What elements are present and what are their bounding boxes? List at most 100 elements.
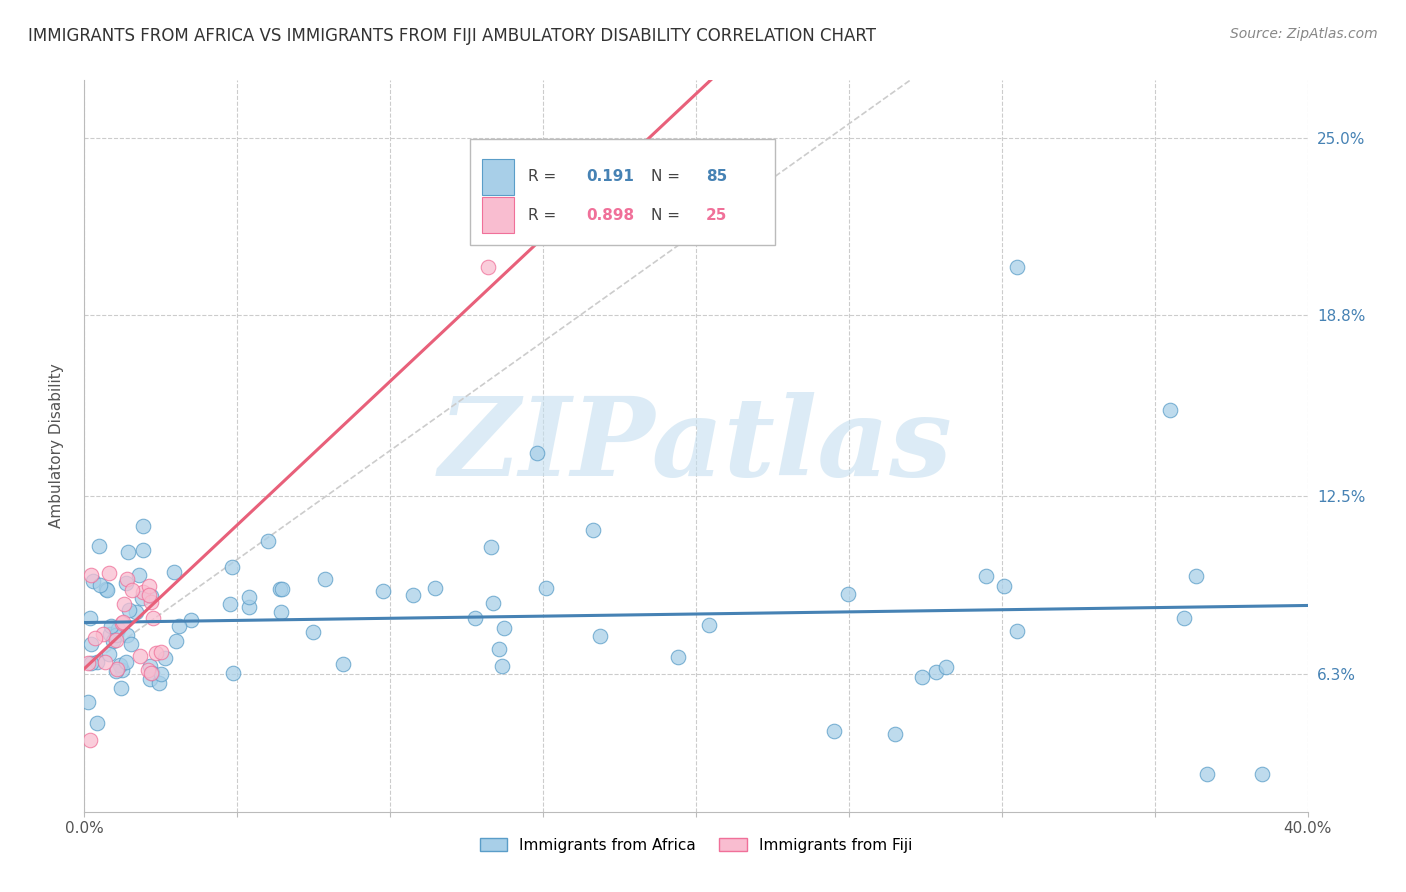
Point [105,661,128,675]
Point [79,656,101,670]
Point [98,626,121,640]
Point [87,539,110,553]
Point [491,659,513,673]
Point [423,581,446,595]
Point [150,666,173,681]
Point [165,634,187,648]
Point [79,611,101,625]
Point [993,579,1015,593]
Point [492,621,515,635]
Point [86,655,108,669]
Point [114,597,136,611]
Point [120,637,142,651]
Point [302,624,325,639]
Point [125,606,148,620]
Point [477,260,499,274]
Legend: Immigrants from Africa, Immigrants from Fiji: Immigrants from Africa, Immigrants from … [474,831,918,859]
Point [141,589,163,603]
Point [115,572,138,586]
Point [256,534,278,549]
Text: 0.191: 0.191 [586,169,634,185]
Point [974,569,997,583]
Text: 85: 85 [706,169,727,185]
Point [163,565,186,579]
Point [89,578,111,592]
Point [79,733,101,747]
Point [142,611,165,625]
Point [98,566,121,580]
Point [76,656,98,670]
Point [82,574,104,588]
Point [115,576,138,591]
Point [111,616,134,631]
Point [180,613,202,627]
Point [526,446,548,460]
Point [534,582,557,596]
Point [101,634,124,648]
Point [314,572,336,586]
Point [115,655,138,669]
Point [141,595,163,609]
Point [117,628,139,642]
Point [238,600,260,615]
Point [132,543,155,558]
Text: 0.898: 0.898 [586,208,634,223]
Point [1159,403,1181,417]
Point [96,583,118,598]
Point [145,646,167,660]
Point [96,582,118,596]
Point [132,519,155,533]
Point [1195,767,1218,781]
Text: Source: ZipAtlas.com: Source: ZipAtlas.com [1230,27,1378,41]
Point [219,597,242,611]
FancyBboxPatch shape [482,160,513,195]
Point [83,631,105,645]
Point [86,716,108,731]
Point [129,649,152,664]
Point [238,591,260,605]
Text: R =: R = [529,169,561,185]
Point [138,672,160,686]
Point [141,666,163,681]
Point [666,650,689,665]
Point [482,596,505,610]
Point [148,676,170,690]
Point [221,666,243,681]
Point [221,559,243,574]
FancyBboxPatch shape [482,197,513,233]
Point [91,627,114,641]
Point [77,695,100,709]
Point [138,579,160,593]
Point [128,567,150,582]
Point [589,629,612,643]
Point [481,540,503,554]
Point [136,663,159,677]
Point [270,605,292,619]
Point [697,618,720,632]
Point [105,628,128,642]
Point [883,727,905,741]
Point [112,615,135,630]
Text: R =: R = [529,208,561,223]
Point [141,666,163,681]
Point [935,660,957,674]
Point [823,724,845,739]
Point [153,651,176,665]
Point [149,644,172,658]
Point [270,582,292,597]
Point [131,591,153,605]
Text: 25: 25 [706,208,727,223]
Point [94,656,117,670]
Point [488,641,510,656]
Point [79,637,101,651]
Point [138,589,160,603]
Point [100,618,122,632]
Point [332,657,354,672]
Point [582,523,605,537]
Point [1173,611,1195,625]
Point [80,567,103,582]
Point [111,663,134,677]
Point [121,582,143,597]
Point [837,587,859,601]
Point [402,588,425,602]
